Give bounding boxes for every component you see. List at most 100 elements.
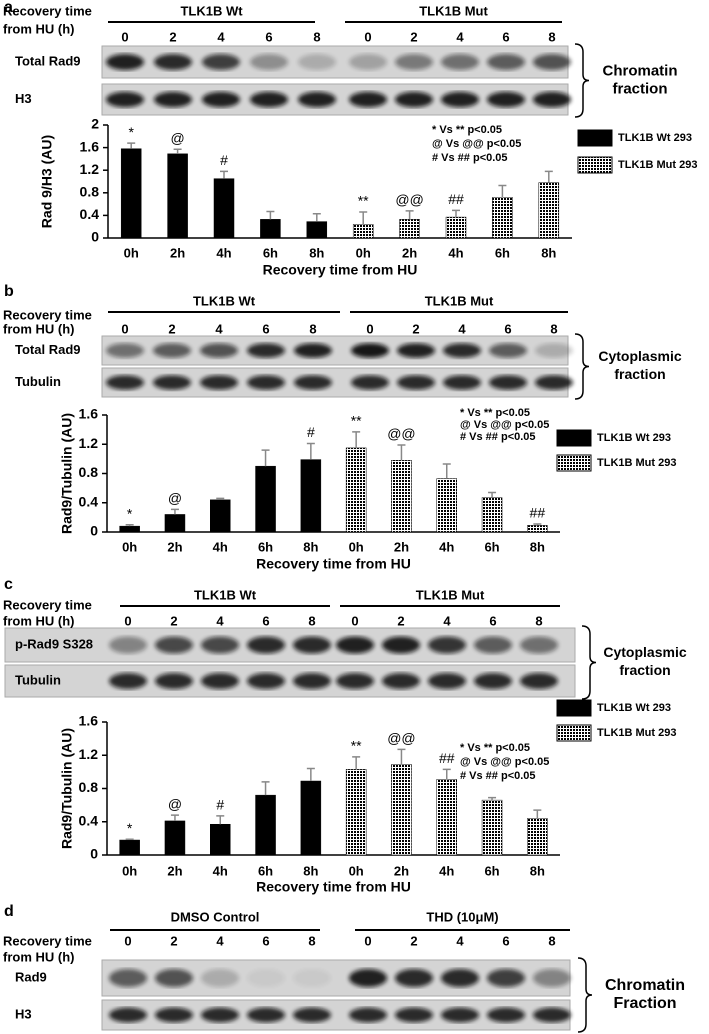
lane-label: 0 (364, 29, 371, 44)
blot-band (533, 969, 571, 987)
x-tick-label: 8h (303, 863, 318, 878)
blot-band (441, 54, 479, 70)
significance-mark: * (128, 124, 134, 140)
x-tick-label: 0h (349, 539, 364, 554)
blot-band (489, 343, 527, 358)
time-header: from HU (h) (3, 613, 75, 628)
group-label: TLK1B Wt (193, 293, 256, 308)
lane-label: 6 (262, 613, 269, 628)
x-tick-label: 4h (448, 245, 463, 260)
blot-band (397, 375, 435, 390)
y-tick-label: 0.8 (80, 184, 100, 200)
bar (164, 820, 186, 856)
bar (260, 219, 281, 239)
row-label: Total Rad9 (15, 53, 81, 68)
x-axis-label: Recovery time from HU (263, 262, 418, 278)
x-tick-label: 4h (216, 245, 231, 260)
x-tick-label: 4h (439, 539, 454, 554)
blot-band (535, 375, 573, 390)
time-header: Recovery time (3, 307, 92, 322)
blot-band (155, 1007, 193, 1023)
error-bar (352, 756, 361, 770)
lane-label: 6 (265, 29, 272, 44)
significance-mark: @ (170, 130, 184, 146)
legend-label: TLK1B Mut 293 (597, 457, 676, 469)
blot-band (200, 343, 238, 358)
blot-band (106, 91, 144, 108)
blot-band (202, 54, 240, 70)
bracket (574, 333, 590, 400)
error-bar (397, 748, 406, 765)
row-label: Rad9 (15, 969, 47, 984)
legend-swatch (577, 156, 613, 174)
significance-mark: ** (351, 413, 362, 429)
error-bar (125, 523, 134, 527)
error-bar (261, 781, 270, 796)
bar (436, 478, 457, 533)
lane-label: 4 (217, 29, 225, 44)
error-bar (170, 508, 179, 515)
lane-label: 4 (215, 321, 223, 336)
blot-band (349, 969, 387, 987)
lane-label: 2 (169, 29, 176, 44)
lane-label: 0 (124, 613, 131, 628)
fraction-label: fraction (612, 80, 667, 97)
fraction-label: Fraction (613, 995, 676, 1012)
x-tick-label: 8h (530, 539, 545, 554)
row-label: Total Rad9 (15, 342, 81, 357)
significance-mark: ** (351, 738, 362, 754)
blot-band (201, 1007, 239, 1023)
y-tick-label: 1.2 (79, 746, 99, 762)
blot-band (155, 636, 193, 654)
blot-band (349, 1007, 387, 1023)
x-tick-label: 0h (124, 245, 139, 260)
blot-band (487, 54, 525, 70)
significance-mark: # (216, 797, 224, 813)
bar (352, 224, 374, 239)
error-bar (498, 184, 507, 198)
row-label: H3 (15, 1006, 32, 1021)
significance-mark: @ (168, 796, 182, 812)
legend-swatch (556, 724, 592, 742)
row-label: Tubulin (15, 672, 61, 687)
legend-swatch (556, 454, 592, 472)
lane-label: 2 (412, 321, 419, 336)
error-bar (220, 170, 228, 179)
x-tick-label: 6h (484, 863, 499, 878)
y-tick-label: 1.6 (80, 138, 100, 154)
blot-band (487, 91, 525, 108)
blot-band (154, 91, 192, 108)
blot-band (293, 969, 331, 987)
blot-band (520, 636, 558, 654)
blot-band (395, 969, 433, 987)
error-bar (173, 148, 182, 154)
time-header: Recovery time (3, 3, 92, 18)
group-label: TLK1B Mut (425, 293, 494, 308)
blot-band (441, 1007, 479, 1023)
significance-mark: # (220, 152, 228, 168)
blot-band (349, 91, 387, 108)
bar (119, 525, 140, 533)
blot-band (153, 375, 191, 390)
blot-band (250, 54, 288, 70)
bar (119, 839, 140, 856)
x-tick-label: 0h (122, 539, 137, 554)
error-bar (261, 449, 270, 467)
row-label: p-Rad9 S328 (15, 636, 93, 651)
x-tick-label: 6h (263, 245, 278, 260)
blot-band (351, 375, 389, 390)
bracket (581, 625, 597, 700)
stats-note: # Vs ## p<0.05 (460, 770, 536, 782)
blot-band (247, 673, 285, 689)
bar (120, 148, 142, 239)
lane-label: 0 (351, 613, 358, 628)
blot-band (154, 54, 192, 70)
x-tick-label: 8h (541, 245, 556, 260)
legend-label: TLK1B Wt 293 (597, 702, 671, 714)
x-tick-label: 8h (303, 539, 318, 554)
error-bar (359, 211, 368, 225)
y-tick-label: 1.6 (79, 406, 99, 422)
x-tick-label: 6h (495, 245, 510, 260)
y-tick-label: 1.2 (79, 435, 99, 451)
legend-swatch (556, 699, 592, 717)
